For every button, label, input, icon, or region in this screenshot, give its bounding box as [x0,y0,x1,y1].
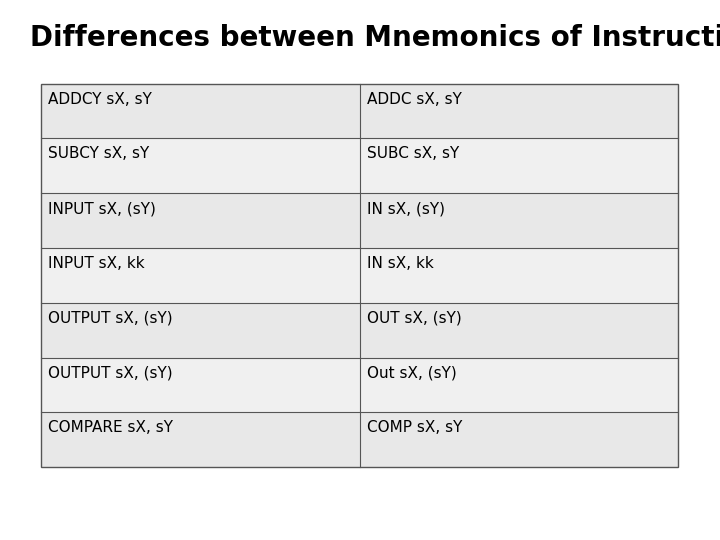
Text: COMP sX, sY: COMP sX, sY [367,420,462,435]
Text: OUT sX, (sY): OUT sX, (sY) [367,310,462,326]
Text: INPUT sX, kk: INPUT sX, kk [48,256,145,271]
Text: IN sX, (sY): IN sX, (sY) [367,201,445,216]
Text: SUBCY sX, sY: SUBCY sX, sY [48,146,150,161]
Text: ADDC sX, sY: ADDC sX, sY [367,92,462,106]
Text: OUTPUT sX, (sY): OUTPUT sX, (sY) [48,366,173,380]
Text: INPUT sX, (sY): INPUT sX, (sY) [48,201,156,216]
Text: Out sX, (sY): Out sX, (sY) [367,366,457,380]
Text: COMPARE sX, sY: COMPARE sX, sY [48,420,174,435]
Text: Differences between Mnemonics of Instructions: Differences between Mnemonics of Instruc… [30,24,720,52]
Text: IN sX, kk: IN sX, kk [367,256,434,271]
Text: OUTPUT sX, (sY): OUTPUT sX, (sY) [48,310,173,326]
Text: SUBC sX, sY: SUBC sX, sY [367,146,459,161]
Text: ADDCY sX, sY: ADDCY sX, sY [48,92,152,106]
